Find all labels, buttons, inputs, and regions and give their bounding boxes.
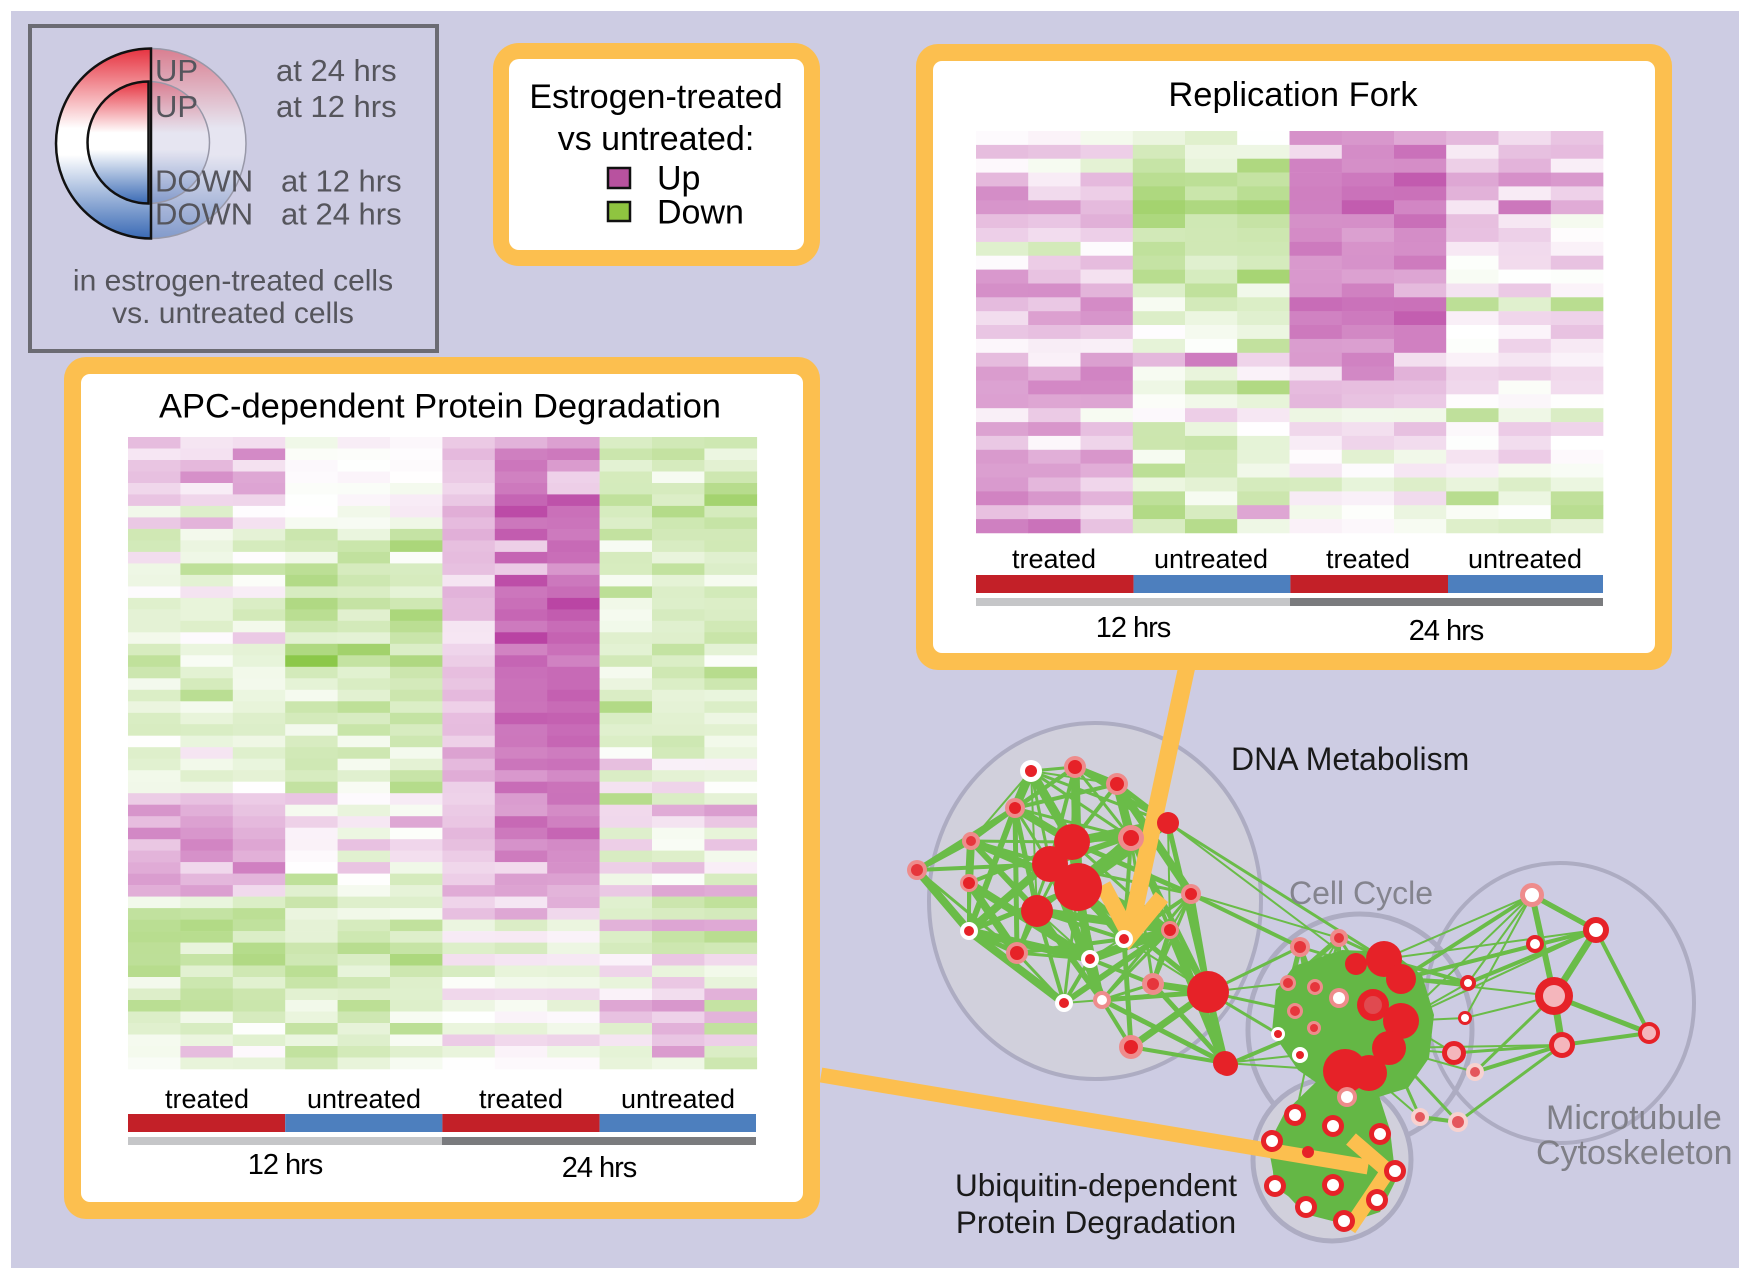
svg-text:DOWN: DOWN — [155, 197, 253, 232]
svg-text:UP: UP — [155, 53, 198, 88]
svg-text:treated: treated — [1012, 544, 1096, 574]
svg-text:12 hrs: 12 hrs — [248, 1149, 323, 1181]
svg-text:at 12 hrs: at 12 hrs — [276, 89, 397, 124]
svg-text:treated: treated — [165, 1084, 249, 1114]
svg-text:APC-dependent Protein Degradat: APC-dependent Protein Degradation — [159, 388, 721, 426]
svg-text:Up: Up — [657, 160, 700, 198]
svg-text:DOWN: DOWN — [155, 164, 253, 199]
svg-text:in estrogen-treated cells: in estrogen-treated cells — [73, 265, 393, 298]
svg-text:at 24 hrs: at 24 hrs — [276, 53, 397, 88]
svg-text:at 12 hrs: at 12 hrs — [281, 164, 402, 199]
svg-text:Replication Fork: Replication Fork — [1168, 76, 1418, 114]
svg-text:at 24 hrs: at 24 hrs — [281, 197, 402, 232]
svg-text:Estrogen-treated: Estrogen-treated — [529, 78, 782, 116]
svg-text:Protein Degradation: Protein Degradation — [956, 1204, 1236, 1240]
svg-text:vs. untreated cells: vs. untreated cells — [112, 297, 354, 330]
svg-text:12 hrs: 12 hrs — [1096, 612, 1171, 644]
svg-text:vs untreated:: vs untreated: — [558, 120, 755, 158]
svg-text:Ubiquitin-dependent: Ubiquitin-dependent — [955, 1167, 1237, 1203]
svg-text:untreated: untreated — [1154, 544, 1268, 574]
svg-text:untreated: untreated — [621, 1084, 735, 1114]
svg-text:untreated: untreated — [307, 1084, 421, 1114]
svg-text:Cytoskeleton: Cytoskeleton — [1536, 1134, 1733, 1172]
svg-text:Cell Cycle: Cell Cycle — [1289, 875, 1433, 911]
svg-text:Microtubule: Microtubule — [1546, 1099, 1722, 1137]
svg-text:untreated: untreated — [1468, 544, 1582, 574]
svg-text:24 hrs: 24 hrs — [1409, 615, 1484, 647]
svg-text:DNA Metabolism: DNA Metabolism — [1231, 741, 1469, 777]
svg-text:24 hrs: 24 hrs — [562, 1152, 637, 1184]
svg-text:treated: treated — [1326, 544, 1410, 574]
svg-text:Down: Down — [657, 194, 744, 232]
svg-text:UP: UP — [155, 89, 198, 124]
svg-text:treated: treated — [479, 1084, 563, 1114]
